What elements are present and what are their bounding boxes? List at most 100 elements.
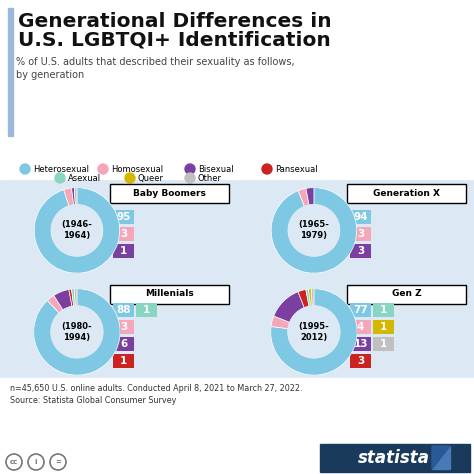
- Circle shape: [185, 173, 195, 183]
- Circle shape: [262, 164, 272, 174]
- FancyBboxPatch shape: [350, 244, 371, 258]
- Circle shape: [125, 173, 135, 183]
- Circle shape: [55, 173, 65, 183]
- FancyBboxPatch shape: [350, 337, 371, 351]
- Bar: [240, 282, 471, 378]
- Bar: [240, 181, 471, 276]
- FancyBboxPatch shape: [113, 303, 134, 317]
- Wedge shape: [64, 188, 73, 206]
- Circle shape: [20, 164, 30, 174]
- Text: (1980-
1994): (1980- 1994): [62, 322, 92, 342]
- Text: 3: 3: [120, 322, 127, 332]
- FancyBboxPatch shape: [373, 303, 394, 317]
- FancyBboxPatch shape: [113, 244, 134, 258]
- Wedge shape: [298, 290, 309, 308]
- Text: 3: 3: [120, 229, 127, 239]
- Text: 1: 1: [120, 246, 127, 256]
- Text: 88: 88: [116, 305, 131, 315]
- Wedge shape: [34, 289, 120, 375]
- Text: Bisexual: Bisexual: [198, 164, 234, 173]
- Text: n=45,650 U.S. online adults. Conducted April 8, 2021 to March 27, 2022.: n=45,650 U.S. online adults. Conducted A…: [10, 384, 302, 393]
- Text: Pansexual: Pansexual: [275, 164, 318, 173]
- FancyBboxPatch shape: [350, 227, 371, 241]
- Text: 1: 1: [380, 305, 387, 315]
- Bar: [3, 181, 234, 276]
- Text: Generational Differences in: Generational Differences in: [18, 12, 332, 31]
- Wedge shape: [72, 289, 75, 306]
- Circle shape: [288, 306, 340, 358]
- Text: =: =: [55, 459, 61, 465]
- Text: 1: 1: [380, 322, 387, 332]
- Circle shape: [185, 164, 195, 174]
- Bar: [3, 282, 234, 378]
- Text: % of U.S. adults that described their sexuality as follows,
by generation: % of U.S. adults that described their se…: [16, 57, 295, 80]
- Polygon shape: [432, 446, 450, 469]
- Text: 6: 6: [120, 339, 127, 349]
- FancyBboxPatch shape: [350, 303, 371, 317]
- Bar: [320, 444, 470, 472]
- FancyBboxPatch shape: [113, 320, 134, 334]
- Text: U.S. LGBTQI+ Identification: U.S. LGBTQI+ Identification: [18, 30, 331, 49]
- Text: 94: 94: [353, 212, 368, 222]
- Text: Other: Other: [198, 173, 222, 182]
- Wedge shape: [271, 289, 357, 375]
- FancyBboxPatch shape: [113, 227, 134, 241]
- FancyBboxPatch shape: [373, 320, 394, 334]
- Text: statista: statista: [358, 449, 430, 467]
- Text: (1965-
1979): (1965- 1979): [299, 220, 329, 240]
- Wedge shape: [72, 188, 75, 205]
- Circle shape: [288, 205, 339, 256]
- Text: 13: 13: [353, 339, 368, 349]
- Text: (1946-
1964): (1946- 1964): [62, 220, 92, 240]
- Wedge shape: [274, 292, 304, 322]
- Text: Source: Statista Global Consumer Survey: Source: Statista Global Consumer Survey: [10, 396, 176, 405]
- Text: Generation X: Generation X: [373, 189, 440, 198]
- Text: Baby Boomers: Baby Boomers: [133, 189, 206, 198]
- Text: 95: 95: [117, 212, 131, 222]
- Text: 3: 3: [357, 246, 364, 256]
- Polygon shape: [432, 446, 450, 469]
- FancyBboxPatch shape: [110, 183, 228, 202]
- FancyBboxPatch shape: [347, 284, 465, 303]
- Circle shape: [98, 164, 108, 174]
- Text: Asexual: Asexual: [68, 173, 101, 182]
- Wedge shape: [74, 289, 77, 306]
- Text: Gen Z: Gen Z: [392, 290, 421, 299]
- FancyBboxPatch shape: [136, 303, 157, 317]
- Wedge shape: [54, 290, 72, 310]
- Text: 3: 3: [357, 229, 364, 239]
- FancyBboxPatch shape: [347, 183, 465, 202]
- Text: (1995-
2012): (1995- 2012): [299, 322, 329, 342]
- Wedge shape: [69, 289, 73, 307]
- FancyBboxPatch shape: [113, 354, 134, 368]
- Bar: [0, 0, 474, 179]
- Wedge shape: [271, 188, 356, 273]
- Text: Queer: Queer: [138, 173, 164, 182]
- Wedge shape: [74, 188, 77, 205]
- Text: i: i: [35, 459, 37, 465]
- Text: 3: 3: [357, 356, 364, 366]
- Bar: [8, 8, 13, 136]
- Wedge shape: [309, 289, 312, 306]
- Text: cc: cc: [10, 459, 18, 465]
- Text: Millenials: Millenials: [145, 290, 194, 299]
- Wedge shape: [47, 295, 63, 313]
- Wedge shape: [271, 316, 290, 328]
- Wedge shape: [306, 188, 314, 205]
- FancyBboxPatch shape: [110, 284, 228, 303]
- Wedge shape: [34, 188, 119, 273]
- Text: 1: 1: [143, 305, 150, 315]
- Circle shape: [51, 306, 103, 358]
- Wedge shape: [298, 188, 309, 207]
- Text: 4: 4: [357, 322, 364, 332]
- FancyBboxPatch shape: [373, 337, 394, 351]
- Text: Heterosexual: Heterosexual: [33, 164, 89, 173]
- Bar: [0, 378, 474, 474]
- Text: 1: 1: [120, 356, 127, 366]
- Wedge shape: [306, 289, 310, 307]
- Wedge shape: [311, 289, 314, 306]
- FancyBboxPatch shape: [350, 210, 371, 224]
- FancyBboxPatch shape: [350, 320, 371, 334]
- Circle shape: [51, 205, 102, 256]
- Text: 1: 1: [380, 339, 387, 349]
